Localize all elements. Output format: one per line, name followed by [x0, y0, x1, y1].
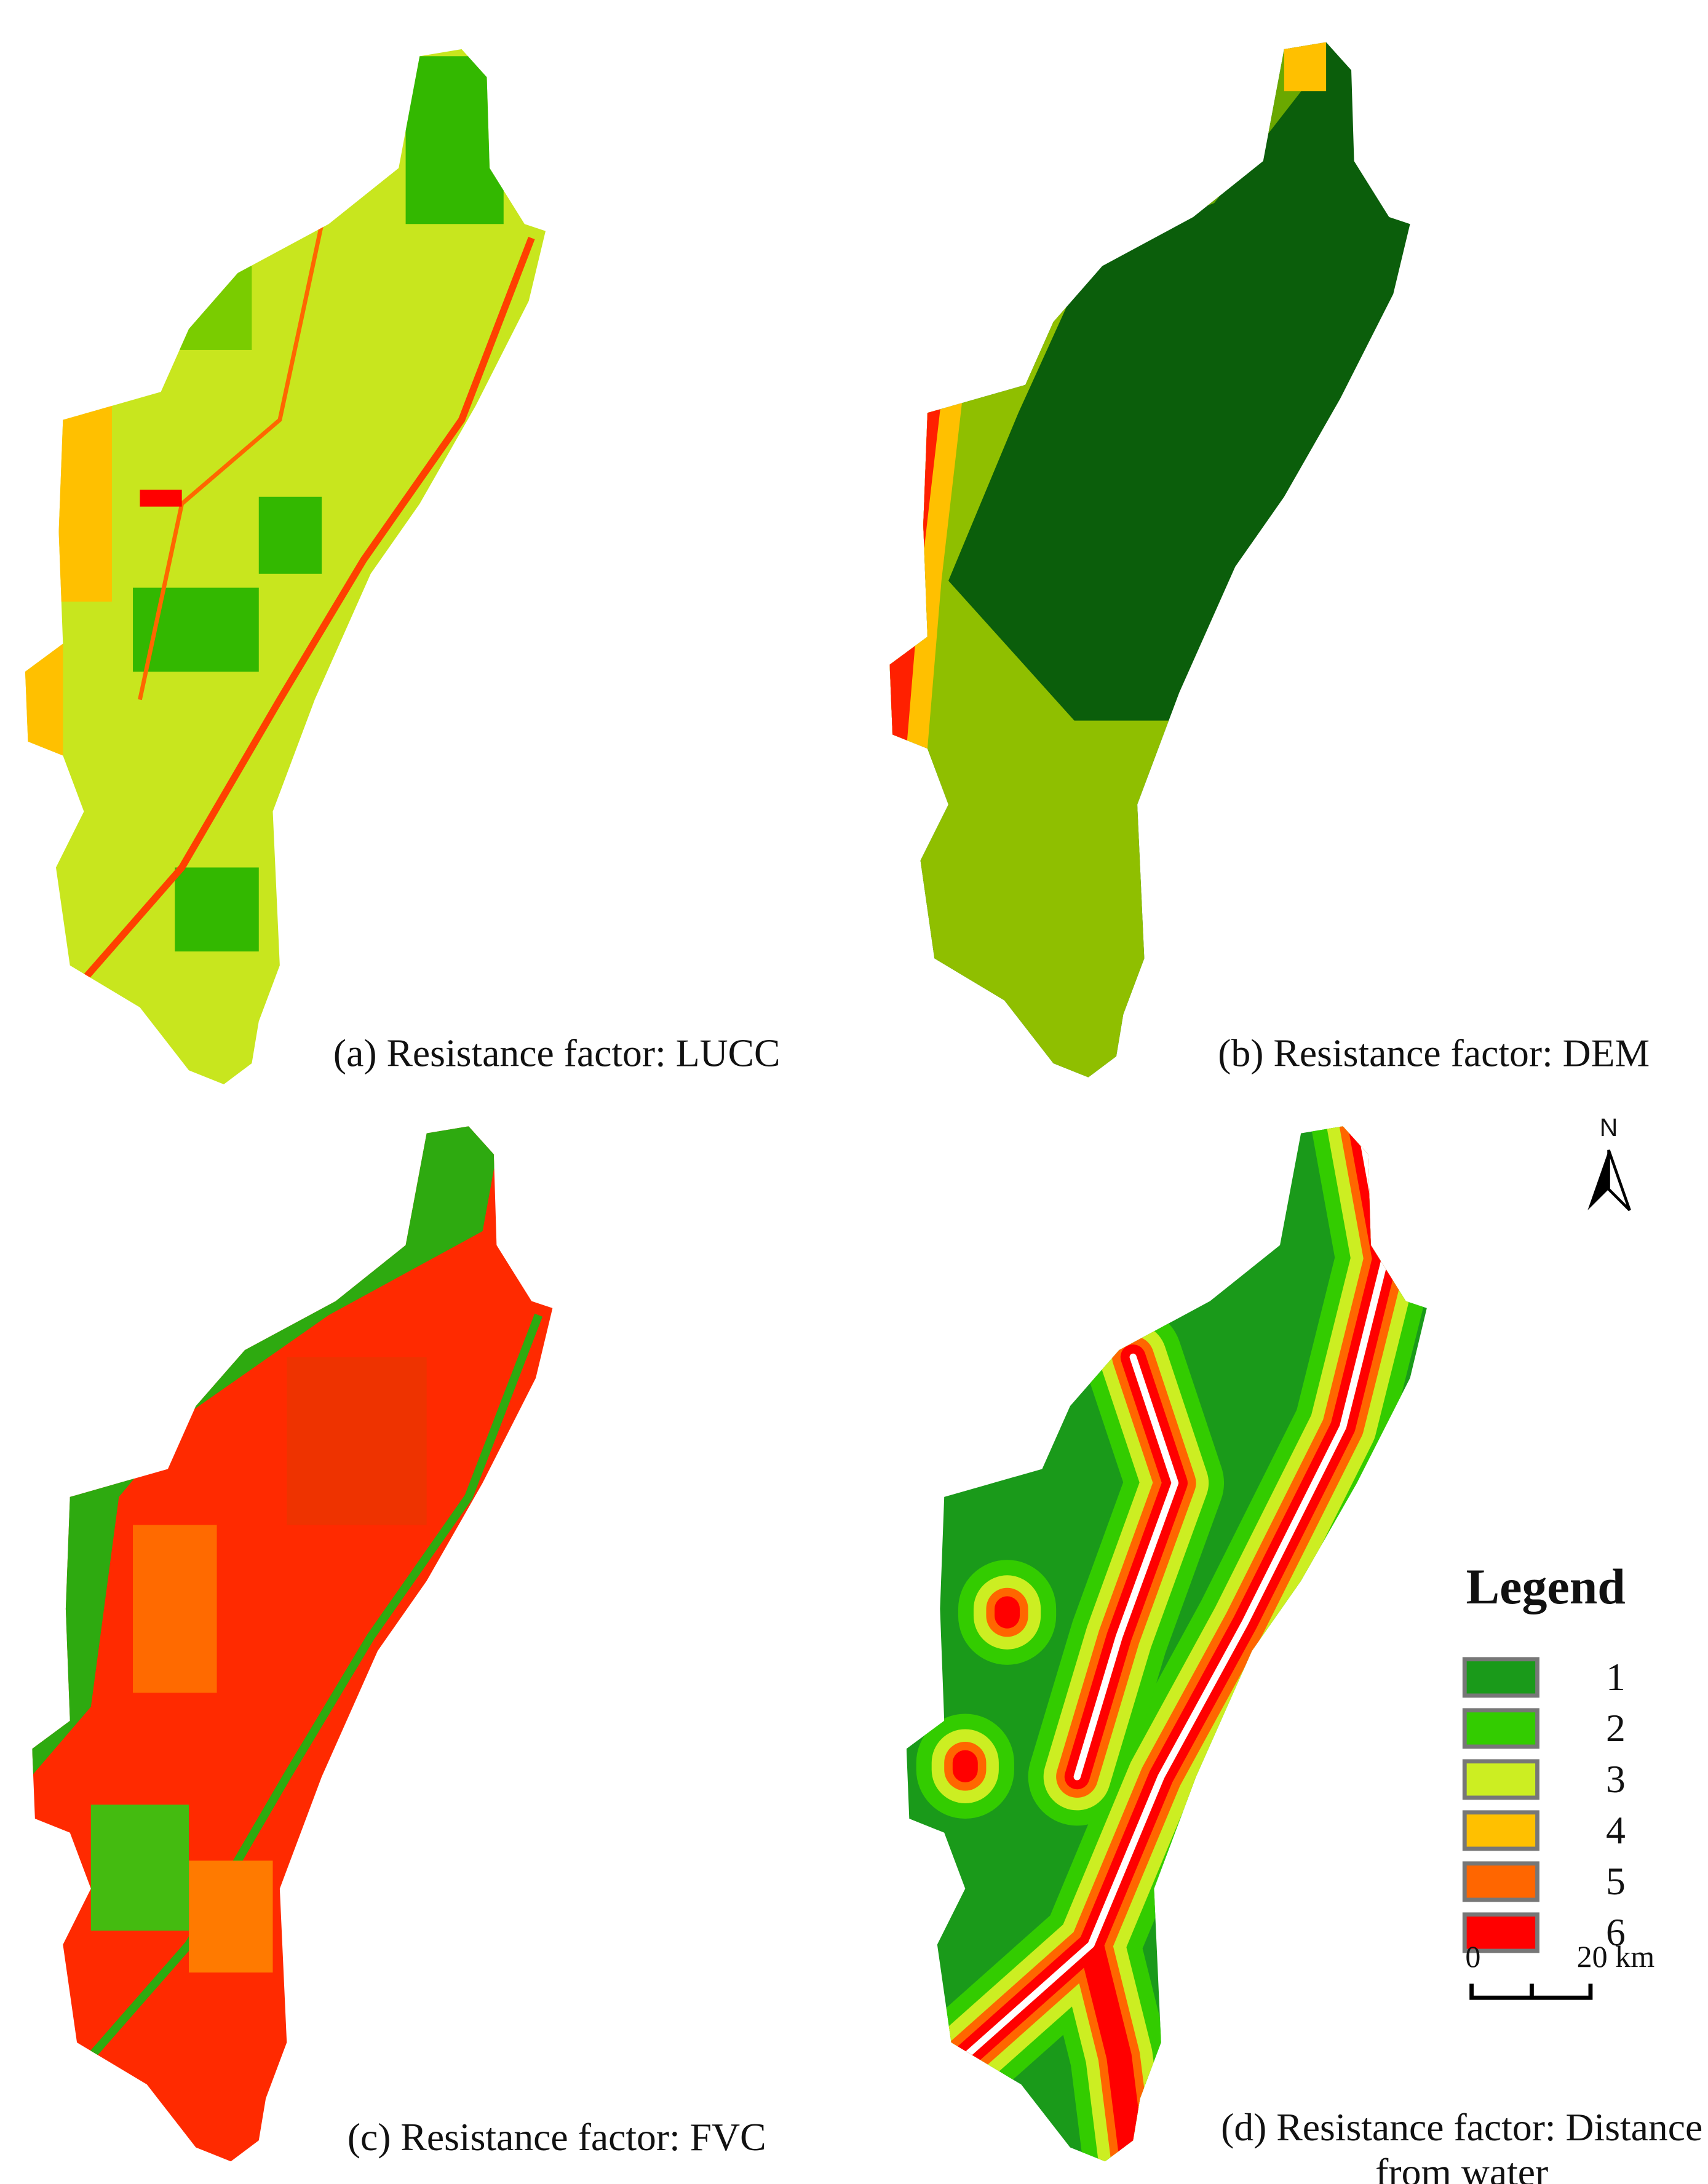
legend-swatch	[1462, 1708, 1539, 1749]
panel-caption: (c) Resistance factor: FVC	[348, 2115, 766, 2159]
scale-bar: 0 20 km	[1465, 1939, 1655, 2000]
legend-label: 5	[1606, 1859, 1626, 1903]
legend: 1 2 3 4 5 6	[1462, 1655, 1626, 1954]
map-dem	[889, 42, 1410, 1078]
legend-swatch	[1462, 1861, 1539, 1902]
north-label: N	[1600, 1113, 1618, 1142]
legend-label: 6	[1606, 1910, 1626, 1954]
legend-label: 3	[1606, 1757, 1626, 1801]
legend-label: 2	[1606, 1706, 1626, 1750]
legend-swatch	[1462, 1657, 1539, 1698]
legend-label: 4	[1606, 1808, 1626, 1852]
legend-swatch	[1462, 1912, 1539, 1953]
legend-swatch	[1462, 1810, 1539, 1851]
scale-label: 0	[1465, 1939, 1480, 1974]
panel-caption: from water	[1375, 2150, 1548, 2184]
captions: (a) Resistance factor: LUCC (b) Resistanc…	[333, 1031, 1702, 2184]
panel-caption: (b) Resistance factor: DEM	[1218, 1031, 1650, 1074]
legend-label: 1	[1606, 1655, 1626, 1699]
legend-swatch	[1462, 1759, 1539, 1800]
map-fvc	[32, 1126, 553, 2162]
north-arrow: N	[1587, 1113, 1631, 1212]
map-lucc	[25, 49, 546, 1084]
panel-caption: (d) Resistance factor: Distance	[1221, 2105, 1702, 2149]
scale-label: 20 km	[1577, 1939, 1655, 1974]
map-water	[906, 1126, 1427, 2162]
legend-title: Legend	[1466, 1559, 1626, 1614]
panel-caption: (a) Resistance factor: LUCC	[333, 1031, 781, 1074]
